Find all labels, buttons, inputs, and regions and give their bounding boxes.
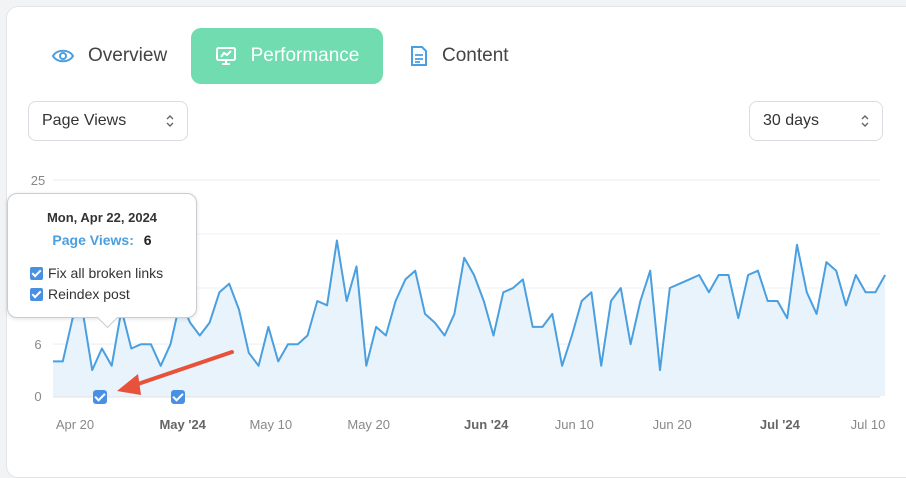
page-views-chart: 0 6 25 Apr 20 May '24 May 10 May 20 Jun '24 Jun …	[31, 173, 886, 432]
annotation-marker[interactable]	[170, 390, 185, 404]
x-tick-label: Jun 10	[555, 417, 594, 432]
chevron-updown-icon	[166, 115, 174, 127]
y-tick-label: 6	[34, 337, 41, 352]
tooltip-annotation-label: Fix all broken links	[48, 265, 164, 281]
range-select-value: 30 days	[763, 112, 820, 129]
x-tick-label: Apr 20	[56, 417, 94, 432]
checkbox-icon	[30, 266, 43, 280]
tooltip-metric-label: Page Views:	[52, 232, 134, 248]
tab-performance[interactable]: Performance	[191, 28, 383, 84]
tooltip-metric-value: 6	[143, 232, 152, 248]
presentation-chart-icon	[215, 47, 236, 65]
tab-overview[interactable]: Overview	[52, 28, 167, 84]
x-tick-label: Jun 20	[653, 417, 692, 432]
tooltip-annotation-label: Reindex post	[48, 286, 130, 302]
metric-select[interactable]: Page Views	[28, 101, 188, 141]
tab-content[interactable]: Content	[410, 28, 509, 84]
metric-select-value: Page Views	[42, 112, 127, 129]
x-tick-label: Jul '24	[760, 417, 801, 432]
tooltip-annotation-item[interactable]: Reindex post	[30, 286, 130, 302]
x-tick-label: May '24	[159, 417, 206, 432]
checkbox-icon	[30, 287, 43, 301]
tooltip-date: Mon, Apr 22, 2024	[46, 210, 158, 225]
document-icon	[411, 46, 427, 66]
x-tick-label: Jul 10	[851, 417, 886, 432]
tooltip-annotation-item[interactable]: Fix all broken links	[30, 265, 163, 281]
y-tick-label: 25	[31, 173, 45, 188]
series-line	[53, 239, 886, 372]
tab-content-label: Content	[442, 45, 509, 66]
range-select[interactable]: 30 days	[749, 101, 883, 141]
eye-icon	[52, 49, 74, 63]
x-tick-label: May 10	[249, 417, 292, 432]
x-tick-label: Jun '24	[464, 417, 509, 432]
chart-tooltip: Mon, Apr 22, 2024 Page Views: 6 Fix all …	[7, 193, 197, 329]
annotation-marker[interactable]	[92, 390, 107, 404]
chevron-updown-icon	[861, 115, 869, 127]
y-tick-label: 0	[34, 389, 41, 404]
arrow-head	[117, 374, 141, 395]
tab-overview-label: Overview	[88, 45, 168, 66]
tab-performance-label: Performance	[250, 45, 360, 66]
tooltip-metric: Page Views: 6	[8, 232, 196, 248]
arrow-shaft	[130, 350, 234, 388]
x-tick-label: May 20	[347, 417, 390, 432]
